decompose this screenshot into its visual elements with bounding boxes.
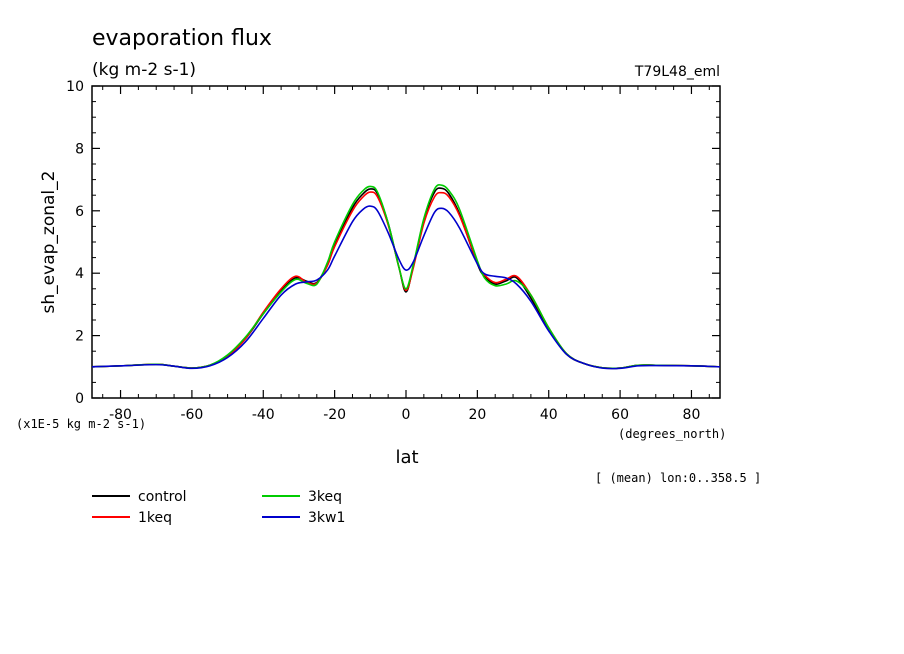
legend-label-3keq: 3keq — [308, 489, 342, 505]
legend-label-3kw1: 3kw1 — [308, 510, 345, 526]
legend-label-1keq: 1keq — [138, 510, 172, 526]
run-label: T79L48_eml — [634, 64, 720, 80]
x-tick-label: -80 — [109, 407, 132, 423]
y-scale-note: (x1E-5 kg m-2 s-1) — [16, 417, 146, 431]
x-tick-label: -20 — [323, 407, 346, 423]
footnote: [ (mean) lon:0..358.5 ] — [595, 471, 761, 485]
series-line-3kw1 — [91, 205, 721, 370]
x-tick-label: 60 — [611, 407, 629, 423]
axis-ticks — [92, 85, 720, 399]
x-axis-label: lat — [395, 447, 418, 468]
y-tick-label: 10 — [66, 79, 84, 95]
axis-tick-labels: -80 -60 -40 -20 0 20 40 60 80 0 2 4 6 8 10 — [66, 79, 700, 423]
x-units-label: (degrees_north) — [618, 427, 726, 441]
x-tick-label: -40 — [252, 407, 275, 423]
series-lines — [91, 184, 721, 370]
chart-subtitle: (kg m-2 s-1) — [92, 60, 196, 80]
series-line-control — [91, 187, 721, 370]
y-tick-label: 0 — [75, 391, 84, 407]
x-tick-label: 0 — [402, 407, 411, 423]
x-tick-label: 40 — [540, 407, 558, 423]
x-tick-label: -60 — [180, 407, 203, 423]
series-line-3keq — [91, 184, 721, 370]
y-tick-label: 8 — [75, 141, 84, 157]
y-tick-label: 6 — [75, 204, 84, 220]
y-tick-label: 4 — [75, 266, 84, 282]
x-tick-label: 20 — [468, 407, 486, 423]
y-axis-label: sh_evap_zonal_2 — [39, 171, 59, 314]
x-tick-label: 80 — [683, 407, 701, 423]
y-tick-label: 2 — [75, 329, 84, 345]
legend: control 1keq 3keq 3kw1 — [92, 489, 345, 526]
chart-title: evaporation flux — [92, 26, 272, 51]
plot-frame — [91, 85, 721, 399]
series-line-1keq — [91, 191, 721, 370]
legend-label-control: control — [138, 489, 187, 505]
